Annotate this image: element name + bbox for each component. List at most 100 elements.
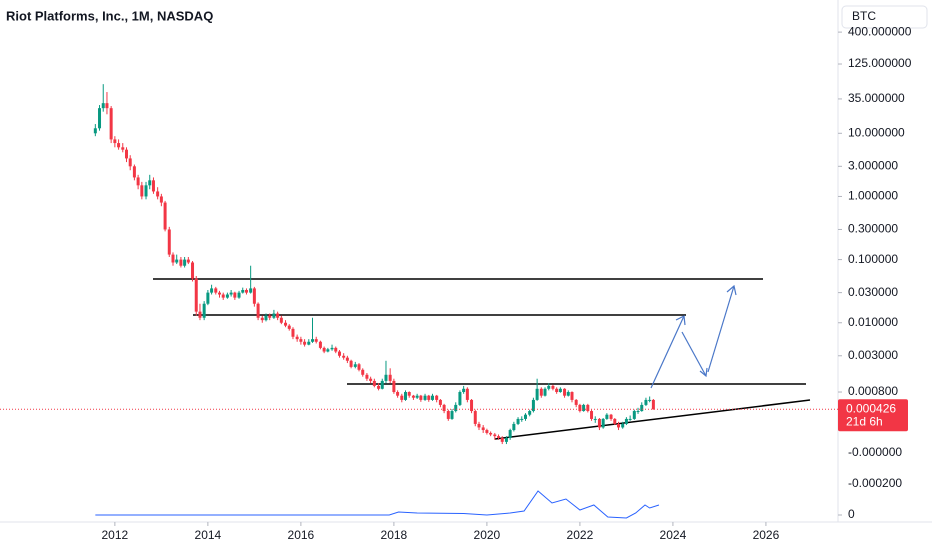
last-price-label: 0.000426 xyxy=(846,401,896,415)
candle-body xyxy=(427,395,431,400)
candle-body xyxy=(493,434,497,437)
candle-body xyxy=(377,385,381,389)
candle-body xyxy=(586,404,590,412)
candle-body xyxy=(430,395,434,400)
candle-body xyxy=(555,388,559,393)
candle-body xyxy=(365,374,369,379)
candle-body xyxy=(237,292,241,298)
candle-body xyxy=(566,392,570,396)
chart-title: Riot Platforms, Inc., 1M, NASDAQ xyxy=(6,8,213,23)
candle-body xyxy=(109,108,113,140)
arrow xyxy=(650,315,685,389)
candle-body xyxy=(624,418,628,424)
candle-body xyxy=(117,143,121,148)
candle-body xyxy=(543,388,547,396)
candle-body xyxy=(485,430,489,433)
candle-body xyxy=(470,399,474,412)
indicator-line xyxy=(95,490,660,519)
candle-body xyxy=(582,404,586,412)
candles xyxy=(93,84,655,445)
candle-body xyxy=(132,166,136,178)
candle-body xyxy=(504,437,508,442)
candle-body xyxy=(462,388,466,393)
candle-body xyxy=(407,392,411,396)
candle-body xyxy=(163,202,167,230)
candle-body xyxy=(473,411,477,424)
candle-body xyxy=(167,229,171,255)
candle-body xyxy=(617,423,621,428)
candle-body xyxy=(442,404,446,412)
y-tick-label: 125.000000 xyxy=(848,56,912,70)
candle-body xyxy=(217,292,221,295)
candle-body xyxy=(175,259,179,263)
candle-body xyxy=(128,158,132,167)
candle-body xyxy=(334,347,338,352)
candle-body xyxy=(531,399,535,412)
candle-body xyxy=(605,414,609,419)
candle-body xyxy=(140,185,144,197)
candle-body xyxy=(419,395,423,400)
candle-body xyxy=(326,349,330,352)
candle-body xyxy=(279,317,283,323)
candle-body xyxy=(593,418,597,420)
candle-body xyxy=(438,399,442,405)
candle-body xyxy=(535,388,539,400)
candle-body xyxy=(330,347,334,350)
candle-body xyxy=(276,313,280,318)
currency-button[interactable] xyxy=(841,5,928,29)
candle-body xyxy=(636,411,640,413)
arrow-head xyxy=(699,367,708,378)
arrow xyxy=(707,285,735,373)
candle-body xyxy=(508,430,512,438)
candle-body xyxy=(547,385,551,389)
candle-body xyxy=(214,288,218,293)
arrow-head xyxy=(726,284,737,296)
y-tick-label: 0.300000 xyxy=(848,222,898,236)
y-tick-label: 10.000000 xyxy=(848,125,905,139)
candle-body xyxy=(539,388,543,396)
candle-body xyxy=(570,392,574,400)
y-tick-label: 0.010000 xyxy=(848,315,898,329)
candle-body xyxy=(124,149,128,159)
candle-body xyxy=(264,315,268,321)
candle-body xyxy=(121,147,125,150)
candle-body xyxy=(361,369,365,375)
y-axis-label: -0.000000 xyxy=(848,445,902,459)
candle-body xyxy=(477,423,481,428)
x-tick-label: 2012 xyxy=(102,528,129,542)
candle-body xyxy=(136,177,140,186)
candle-body xyxy=(311,339,315,342)
candle-body xyxy=(202,303,206,318)
indicator-tick-label: 0 xyxy=(848,507,855,521)
x-tick-label: 2014 xyxy=(195,528,222,542)
candle-body xyxy=(609,414,613,419)
y-tick-label: 0.003000 xyxy=(848,348,898,362)
candle-body xyxy=(260,317,264,321)
y-axis-label: -0.000200 xyxy=(848,476,902,490)
candle-body xyxy=(465,388,469,400)
candle-body xyxy=(481,427,485,431)
candle-body xyxy=(148,180,152,186)
candle-body xyxy=(221,294,225,298)
candle-body xyxy=(388,374,392,381)
candle-body xyxy=(206,292,210,304)
candle-body xyxy=(523,414,527,419)
candle-body xyxy=(307,341,311,345)
candle-body xyxy=(303,341,307,345)
candle-body xyxy=(558,388,562,393)
candle-body xyxy=(369,378,373,381)
candle-body xyxy=(551,385,555,389)
candle-body xyxy=(380,380,384,389)
x-tick-label: 2016 xyxy=(288,528,315,542)
candle-body xyxy=(458,392,462,405)
candle-body xyxy=(314,339,318,342)
candle-body xyxy=(183,259,187,266)
last-price-box xyxy=(838,399,908,432)
x-tick-label: 2024 xyxy=(660,528,687,542)
candle-body xyxy=(284,322,288,326)
candle-body xyxy=(256,303,260,318)
candle-body xyxy=(249,288,253,293)
candle-body xyxy=(337,351,341,356)
candle-body xyxy=(563,388,567,396)
